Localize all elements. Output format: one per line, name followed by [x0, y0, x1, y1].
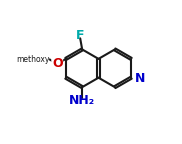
Text: N: N [135, 72, 145, 85]
Text: O: O [52, 57, 63, 70]
Text: methoxy: methoxy [17, 55, 50, 64]
Text: F: F [76, 29, 84, 42]
Text: NH₂: NH₂ [69, 94, 95, 107]
